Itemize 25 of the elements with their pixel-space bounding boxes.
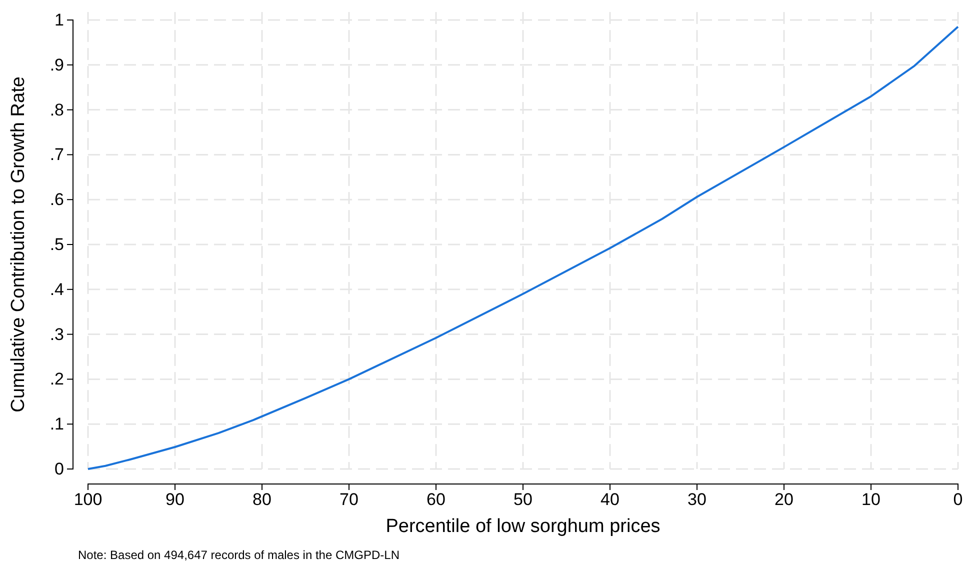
x-tick-label: 70 [340,490,358,510]
y-tick-label: .2 [50,370,64,389]
x-tick-label: 90 [166,490,184,510]
y-tick-label: .1 [50,414,64,434]
y-tick-label: .3 [50,324,64,344]
y-tick-label: 1 [54,10,64,30]
x-tick-label: 20 [774,490,794,510]
y-tick-label: .9 [50,55,64,74]
y-tick-label: .7 [50,145,64,164]
x-tick-label: 40 [600,490,620,510]
x-tick-label: 50 [514,490,532,510]
x-axis-title: Percentile of low sorghum prices [386,516,660,537]
y-tick-label: .4 [50,280,64,299]
x-tick-label: 100 [74,490,102,510]
y-tick-label: .8 [50,100,64,120]
x-tick-label: 0 [953,490,963,510]
x-tick-label: 10 [862,490,880,510]
y-axis-title: Cumulative Contribution to Growth Rate [8,76,29,412]
y-tick-label: .5 [50,234,64,254]
y-tick-label: 0 [54,459,64,478]
x-tick-label: 60 [426,490,446,510]
text: Note: Based on 494,647 records of males in the CMGPD-LN [78,548,400,562]
y-tick-label: .6 [50,190,64,210]
x-tick-label: 30 [688,490,706,510]
x-tick-label: 80 [252,490,272,510]
